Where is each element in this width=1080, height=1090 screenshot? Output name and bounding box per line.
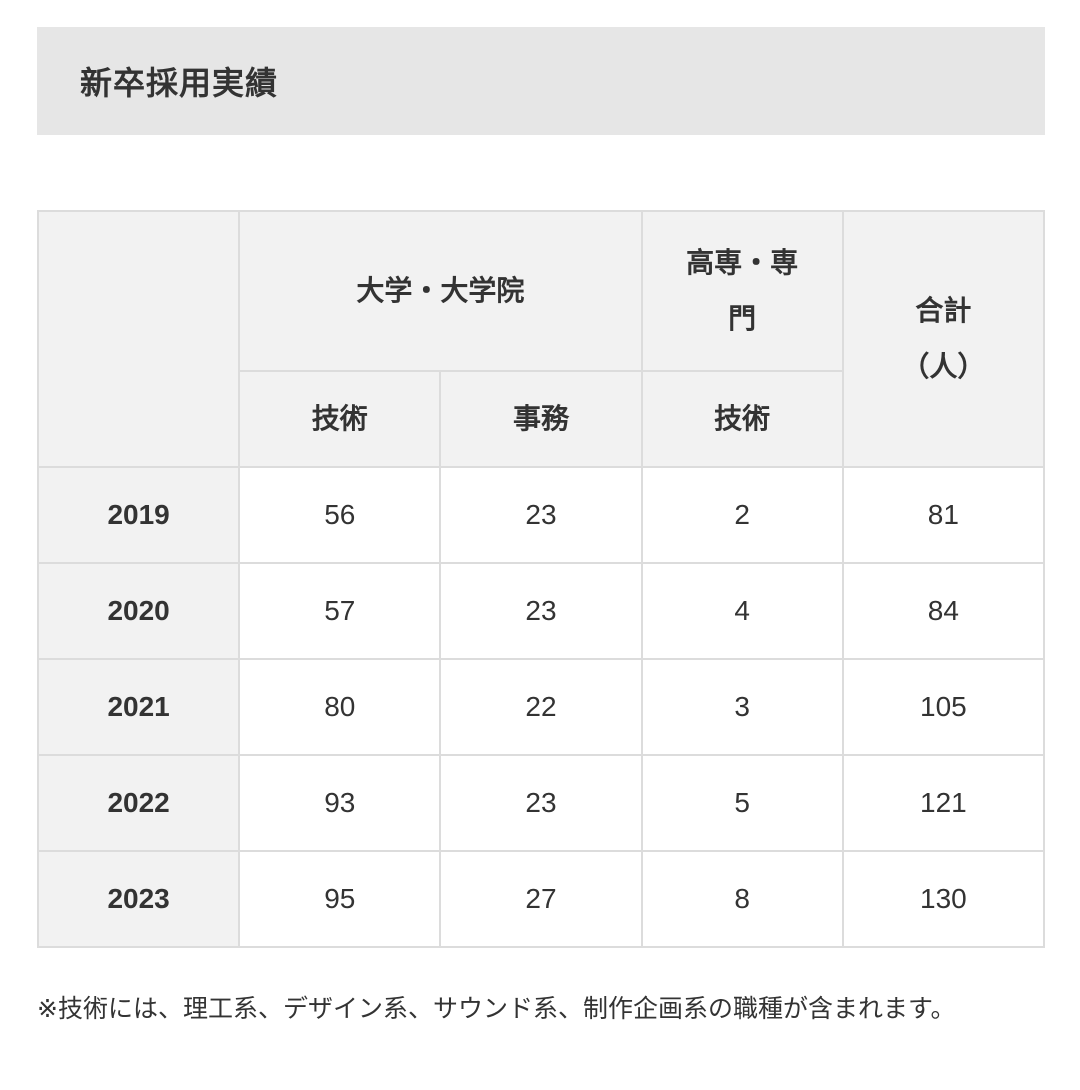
subheader-tech: 技術 (238, 370, 442, 468)
hiring-results-table: 大学・大学院 高専・専門 合計 （人） 技術 事務 技術 2019 56 23 2 81 2… (36, 210, 1046, 948)
header-total: 合計 （人） (841, 210, 1046, 468)
table-row: 2022 93 23 5 121 (36, 754, 1046, 852)
total-label-line1: 合計 (915, 294, 972, 327)
header-university: 大学・大学院 (238, 210, 643, 372)
table-row: 2019 56 23 2 81 (36, 466, 1046, 564)
value-cell: 2 (640, 466, 844, 564)
page-title: 新卒採用実績 (80, 64, 279, 102)
value-cell: 23 (439, 466, 643, 564)
value-cell: 5 (640, 754, 844, 852)
table-row: 2021 80 22 3 105 (36, 658, 1046, 756)
value-cell: 95 (238, 850, 442, 948)
year-cell: 2020 (36, 562, 241, 660)
corner-cell (36, 210, 241, 468)
value-cell: 4 (640, 562, 844, 660)
subheader-admin: 事務 (439, 370, 643, 468)
value-cell: 84 (841, 562, 1046, 660)
value-cell: 27 (439, 850, 643, 948)
value-cell: 8 (640, 850, 844, 948)
value-cell: 121 (841, 754, 1046, 852)
value-cell: 130 (841, 850, 1046, 948)
value-cell: 3 (640, 658, 844, 756)
table-row: 2020 57 23 4 84 (36, 562, 1046, 660)
footnote: ※技術には、理工系、デザイン系、サウンド系、制作企画系の職種が含まれます。 (37, 994, 956, 1023)
value-cell: 93 (238, 754, 442, 852)
section-heading: 新卒採用実績 (37, 27, 1045, 135)
year-cell: 2023 (36, 850, 241, 948)
value-cell: 56 (238, 466, 442, 564)
value-cell: 22 (439, 658, 643, 756)
value-cell: 23 (439, 562, 643, 660)
table-row: 2023 95 27 8 130 (36, 850, 1046, 948)
value-cell: 80 (238, 658, 442, 756)
year-cell: 2021 (36, 658, 241, 756)
year-cell: 2022 (36, 754, 241, 852)
value-cell: 57 (238, 562, 442, 660)
total-label-line2: （人） (901, 350, 986, 383)
value-cell: 23 (439, 754, 643, 852)
value-cell: 105 (841, 658, 1046, 756)
subheader-kosen-tech: 技術 (640, 370, 844, 468)
value-cell: 81 (841, 466, 1046, 564)
header-kosen: 高専・専門 (640, 210, 844, 372)
year-cell: 2019 (36, 466, 241, 564)
